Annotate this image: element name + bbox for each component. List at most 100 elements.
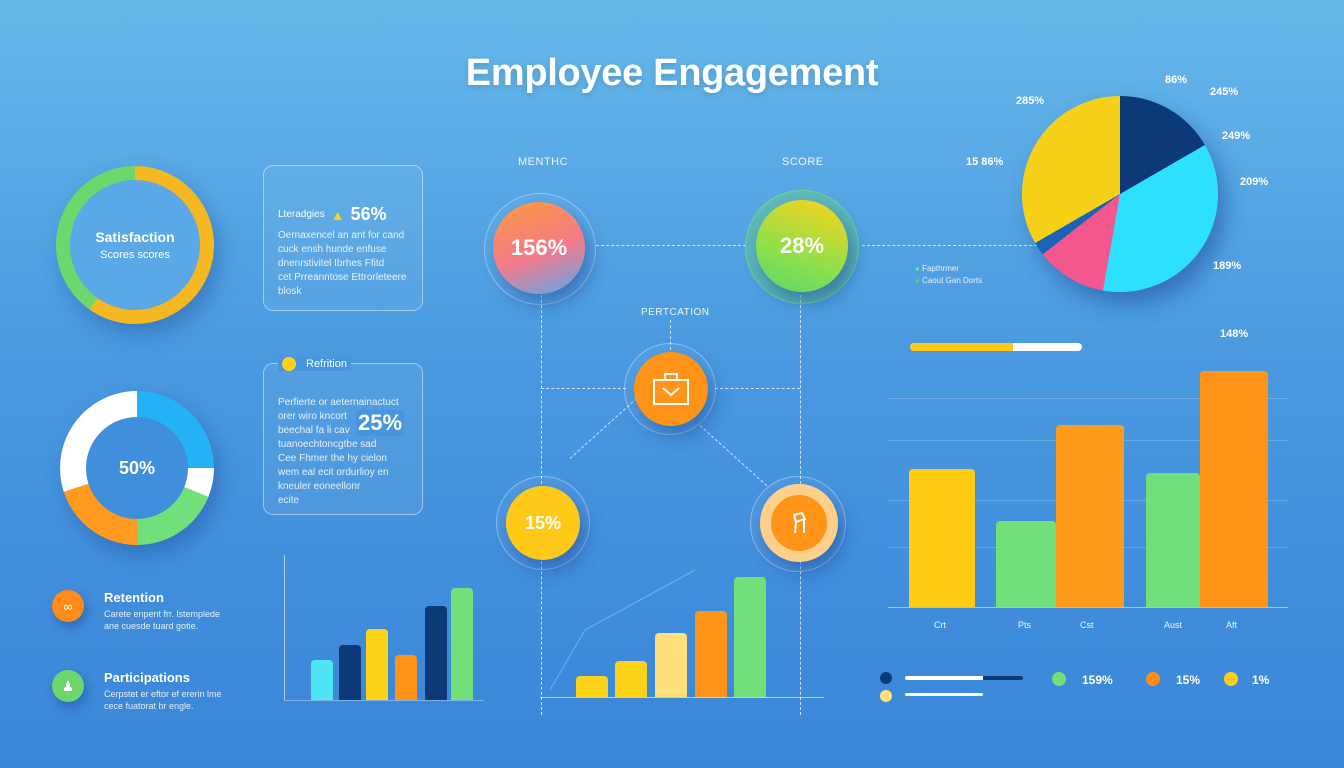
node-value: 15% [524,512,562,533]
x-axis-label: Crt [934,620,946,630]
list-item-desc: Cerpstet er eftor ef ererin lme [104,689,222,699]
bar [996,521,1056,607]
satisfaction-subtitle: Scores scores [100,249,170,261]
bar [695,611,727,697]
satisfaction-ring-inner: Satisfaction Scores scores [70,180,200,310]
legend-item: ● Caout Gan Dorts [915,276,983,285]
x-axis-label: Aft [1226,620,1238,630]
bar-chart-growth [540,560,824,698]
node-center[interactable] [634,352,708,426]
bar-chart-engagement [888,350,1288,608]
legend-value: 15% [1176,673,1201,687]
x-axis-label: Cst [1080,620,1094,630]
pie-legend: ● Fapthrmer ● Caout Gan Dorts [915,263,982,287]
card-text-line: wem eal ecit ordurlioy en [278,467,389,478]
card-text-line: dnenrstivitel Ibrhes Ffitd [278,258,385,269]
pie-label: 189% [1213,260,1242,272]
legend-value: 1% [1252,673,1270,687]
card-text-line: Perfierte or aeternainactuct [278,397,399,408]
legend-dot [880,672,892,684]
bar [615,661,647,697]
pie-label: 245% [1210,86,1239,98]
stat-card-retention [263,363,423,515]
bar [909,469,975,607]
card-value: 25% [356,410,405,436]
bar [451,588,473,700]
list-item-title: Retention [104,590,164,605]
card-text-line: ecite [278,495,300,506]
node-mentic[interactable]: 156% [493,202,585,294]
card-text-line: cuck ensh hunde enfuse [278,244,387,255]
card-text-line: blosk [278,286,302,297]
node-value: 156% [510,235,568,260]
x-axis-label: Pts [1018,620,1032,630]
legend-value: 159% [1082,673,1113,687]
megaphone-icon: ▲ [330,206,345,223]
card-text-line: cet Prreanntose Ettrorleteere [278,272,407,283]
legend-line [905,676,1023,680]
card-text-line: Cee Fhmer the hy cielon [278,453,387,464]
flow-label-participation: PERTCATION [641,307,710,318]
bar [339,645,361,700]
card-text-line: Oernaxencel an ant for cand [278,230,405,241]
legend-dot [1224,672,1238,686]
list-item-participations: ♟ Participations Cerpstet er eftor ef er… [52,670,222,712]
stat-card-engagement: Lteradgies ▲ 56% Oernaxencel an ant for … [263,165,423,311]
legend-label: Caout Gan Dorts [922,276,983,285]
bar [734,577,766,697]
node-value: 28% [779,233,825,258]
connector-line [541,388,626,389]
card-text-line: beechal fa li cav [278,425,350,436]
briefcase-icon [653,373,689,405]
satisfaction-title: Satisfaction [95,229,175,245]
bar [1200,371,1268,607]
bar [366,629,388,700]
status-dot-icon [282,357,296,371]
node-bottom-left[interactable]: 15% [506,486,580,560]
bar [395,655,417,700]
connector-line [862,245,1042,246]
donut-center-value: 50% [118,457,156,478]
list-item-desc: cece fuatorat br engle. [104,701,194,711]
legend-item: ● Fapthrmer [915,264,959,273]
legend-dot [1052,672,1066,686]
card-text-line: orer wiro kncort [278,411,347,422]
bar [311,660,333,700]
progress-fill [910,343,1014,351]
card-label: Refrition [306,358,347,370]
list-item-retention: ∞ Retention Carete enpent frr. lstempled… [52,590,220,632]
x-axis-label: Aust [1164,620,1183,630]
flow-label-score: SCORE [782,156,824,168]
bar [576,676,608,697]
card-label: Lteradgies [278,209,325,220]
handshake-icon: ∞ [52,590,84,622]
legend-line [905,693,983,696]
bar [1146,473,1200,607]
card-value: 56% [350,204,387,224]
list-item-desc: ane cuesde tuard gotie. [104,621,199,631]
list-item-title: Participations [104,670,190,685]
flow-label-mentic: MENTHC [518,156,569,168]
card-text-line: tuanoechtoncgtbe sad [278,439,377,450]
pie-label: 15 86% [966,156,1004,168]
bar-chart-top-label: 148% [1220,328,1249,340]
bar-chart-small-left [284,555,484,701]
list-item-desc: Carete enpent frr. lstemplede [104,609,221,619]
card-text-line: kneuler eoneellonr [278,481,361,492]
pie-label: 209% [1240,176,1269,188]
person-icon: ♟ [52,670,84,702]
bar [655,633,687,697]
bottom-legend: 159% 15% 1% [880,672,1280,702]
legend-label: Fapthrmer [922,264,959,273]
node-bottom-right[interactable] [760,484,838,562]
pie-label: 86% [1165,74,1188,86]
node-score[interactable]: 28% [756,200,848,292]
progress-bar [910,343,1082,351]
connector-line [670,320,671,350]
page-title: Employee Engagement [465,52,879,94]
bar [425,606,447,700]
legend-dot [880,690,892,702]
trend-line [550,570,696,691]
legend-dot [1146,672,1160,686]
connector-line [596,245,746,246]
